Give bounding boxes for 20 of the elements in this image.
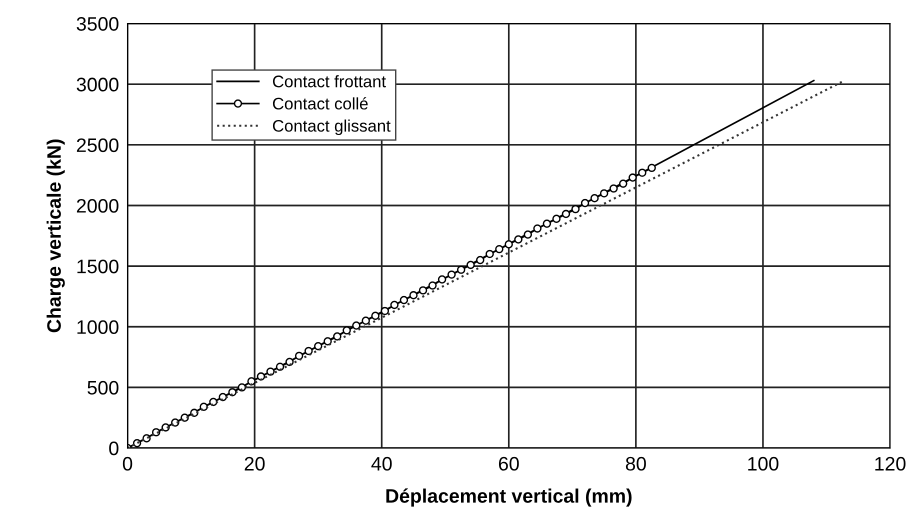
y-tick-label: 500	[88, 380, 118, 395]
legend-label: Contact glissant	[272, 120, 391, 136]
x-tick-label: 40	[371, 456, 392, 471]
y-tick-label: 3000	[76, 78, 118, 92]
x-tick-label: 0	[122, 456, 132, 471]
y-tick-label: 2000	[76, 198, 118, 213]
y-tick-label: 3500	[76, 17, 118, 31]
y-axis-title: Charge verticale (kN)	[46, 140, 65, 332]
x-tick-label: 80	[626, 456, 646, 471]
x-tick-label: 100	[748, 456, 778, 471]
y-tick-label: 1000	[77, 320, 118, 334]
legend-label: Contact frottant	[272, 75, 386, 88]
x-axis-title: Déplacement vertical (mm)	[386, 488, 632, 507]
x-tick-label: 60	[498, 456, 519, 471]
y-tick-label: 1500	[77, 260, 118, 274]
y-tick-label: 0	[109, 441, 118, 456]
y-tick-label: 2500	[76, 138, 118, 152]
x-tick-label: 120	[875, 456, 906, 471]
legend-label: Contact collé	[272, 97, 368, 110]
x-tick-label: 20	[244, 456, 265, 471]
